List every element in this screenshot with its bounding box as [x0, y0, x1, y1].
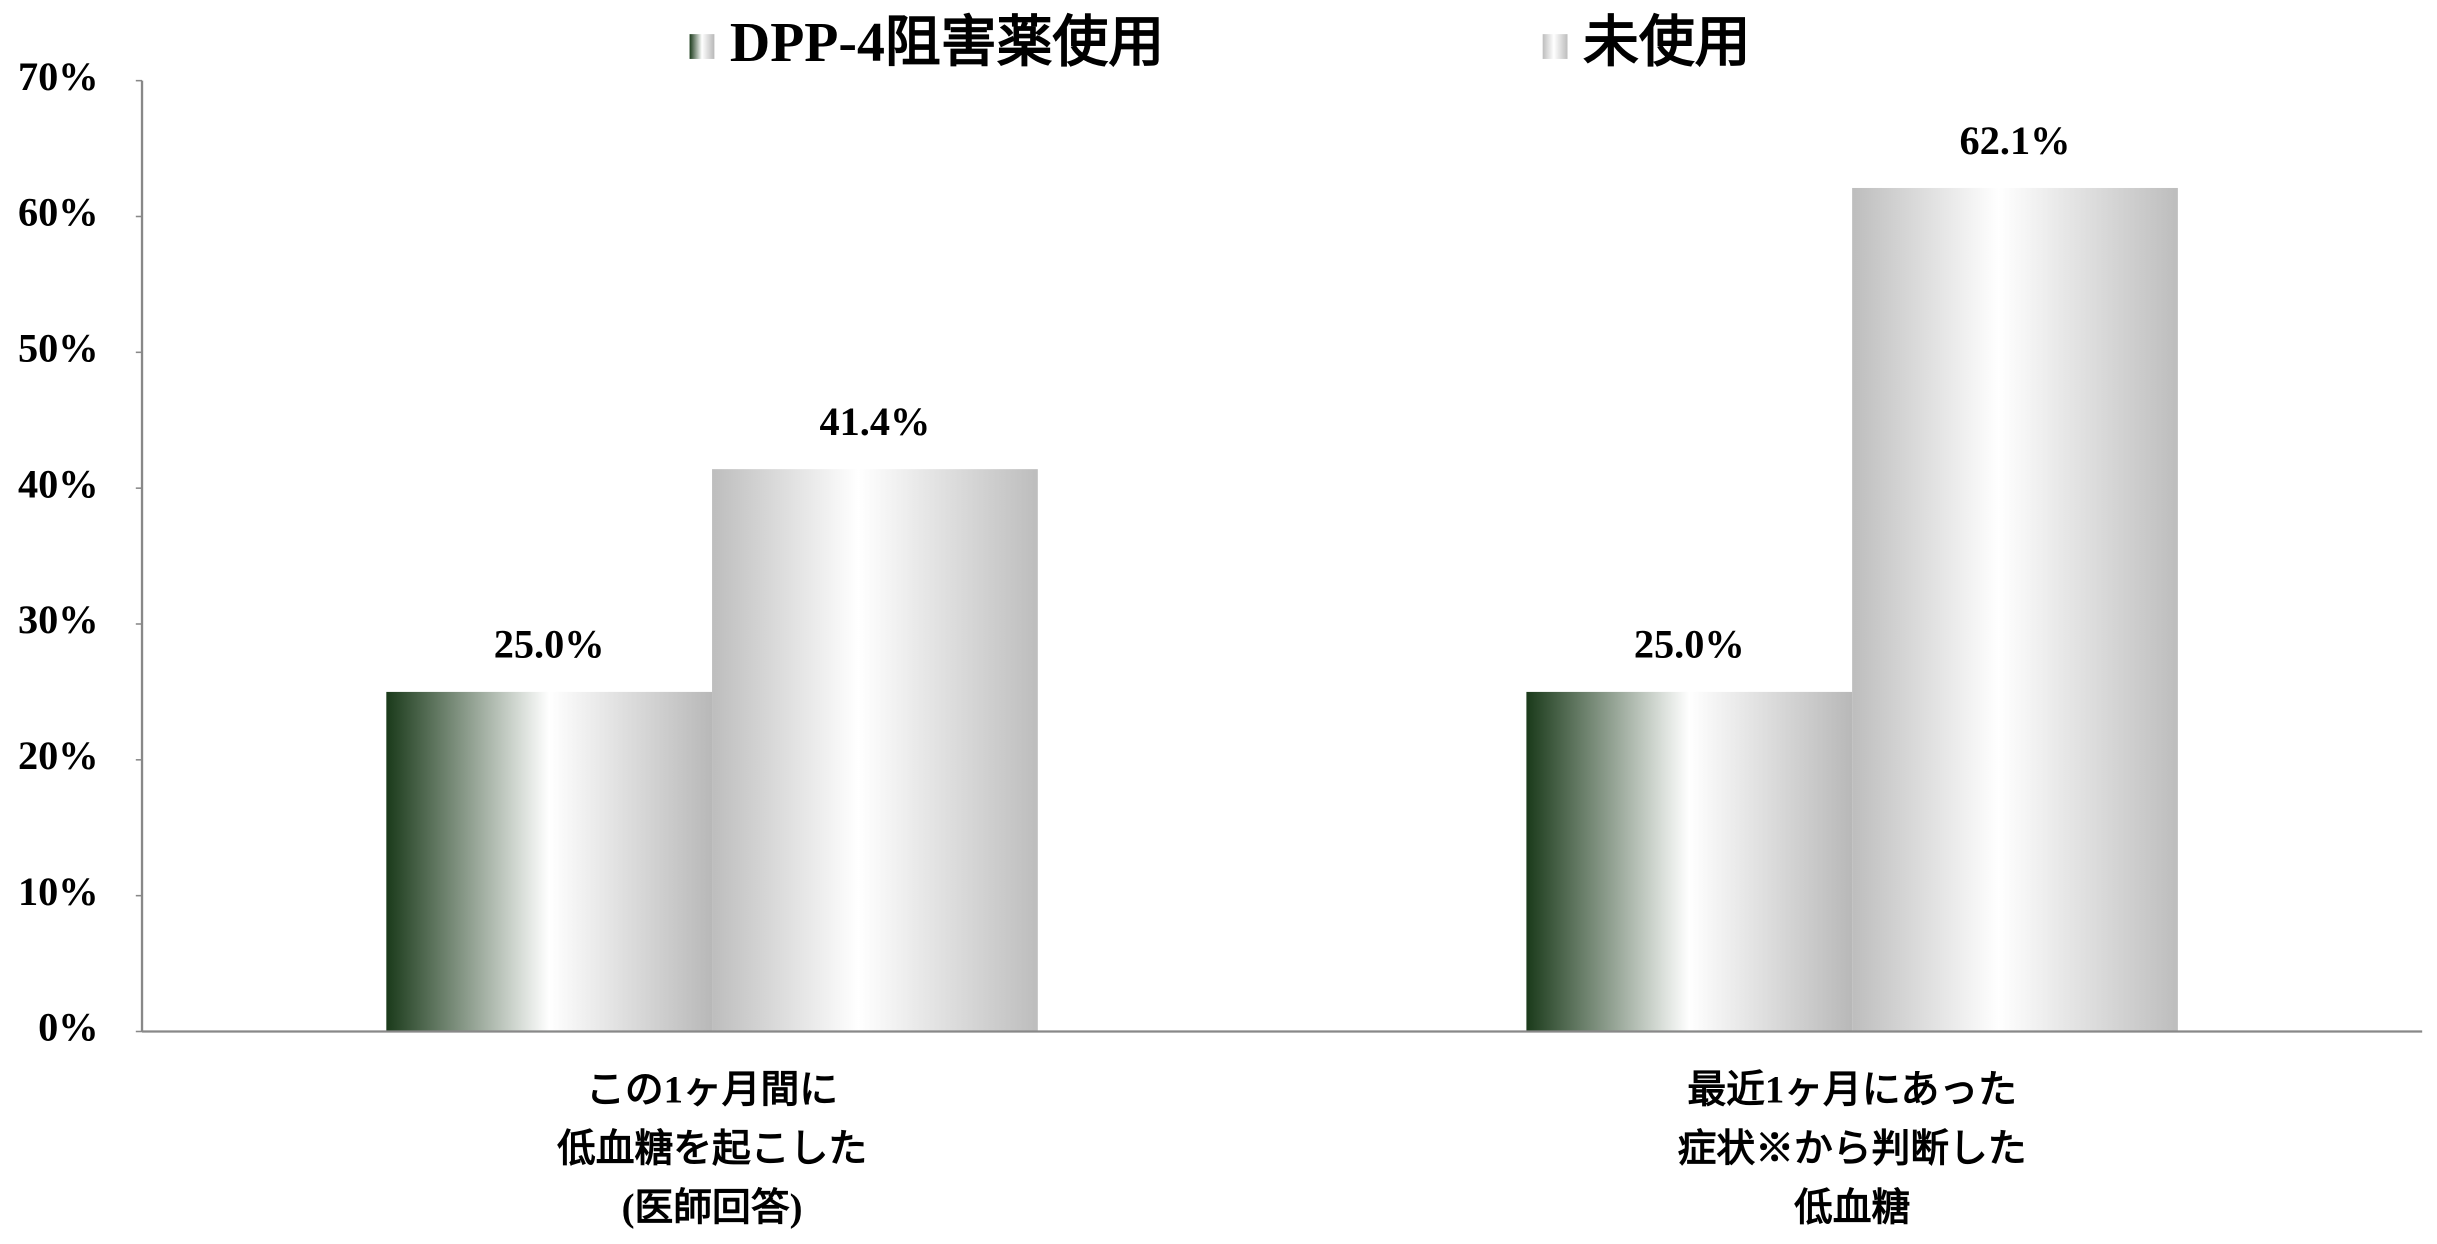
- bar: [1852, 187, 2178, 1032]
- bar: [712, 469, 1038, 1032]
- x-tick-label-line: 最近1ヶ月にあった: [1687, 1068, 2017, 1111]
- y-tick-label: 30%: [18, 597, 99, 642]
- bar: [386, 691, 713, 1032]
- y-tick-label: 10%: [18, 869, 99, 914]
- y-tick-label: 0%: [38, 1005, 98, 1050]
- x-tick-label-line: 低血糖を起こした: [557, 1127, 867, 1170]
- x-tick-label-line: この1ヶ月間に: [586, 1068, 838, 1111]
- y-tick-label: 60%: [18, 190, 99, 235]
- legend-swatch: [1542, 34, 1568, 59]
- legend-label: DPP-4阻害薬使用: [730, 12, 1164, 74]
- x-tick-label: この1ヶ月間に低血糖を起こした (医師回答): [557, 1068, 867, 1229]
- x-tick-label-line: 低血糖: [1794, 1186, 1910, 1229]
- legend-label: 未使用: [1583, 12, 1750, 74]
- data-label: 62.1%: [1960, 118, 2071, 163]
- bar: [1526, 691, 1853, 1032]
- y-tick-label: 50%: [18, 326, 99, 371]
- x-tick-label: 最近1ヶ月にあった症状※から判断した低血糖: [1678, 1068, 2027, 1229]
- data-label: 41.4%: [819, 399, 930, 444]
- y-tick-label: 70%: [18, 54, 99, 99]
- x-tick-label-line: 症状※から判断した: [1678, 1127, 2027, 1170]
- data-label: 25.0%: [1634, 622, 1745, 667]
- data-label: 25.0%: [494, 622, 605, 667]
- y-tick-label: 40%: [18, 461, 99, 506]
- y-tick-label: 20%: [18, 733, 99, 778]
- x-tick-label-line: (医師回答): [622, 1186, 803, 1229]
- legend-swatch: [689, 34, 715, 59]
